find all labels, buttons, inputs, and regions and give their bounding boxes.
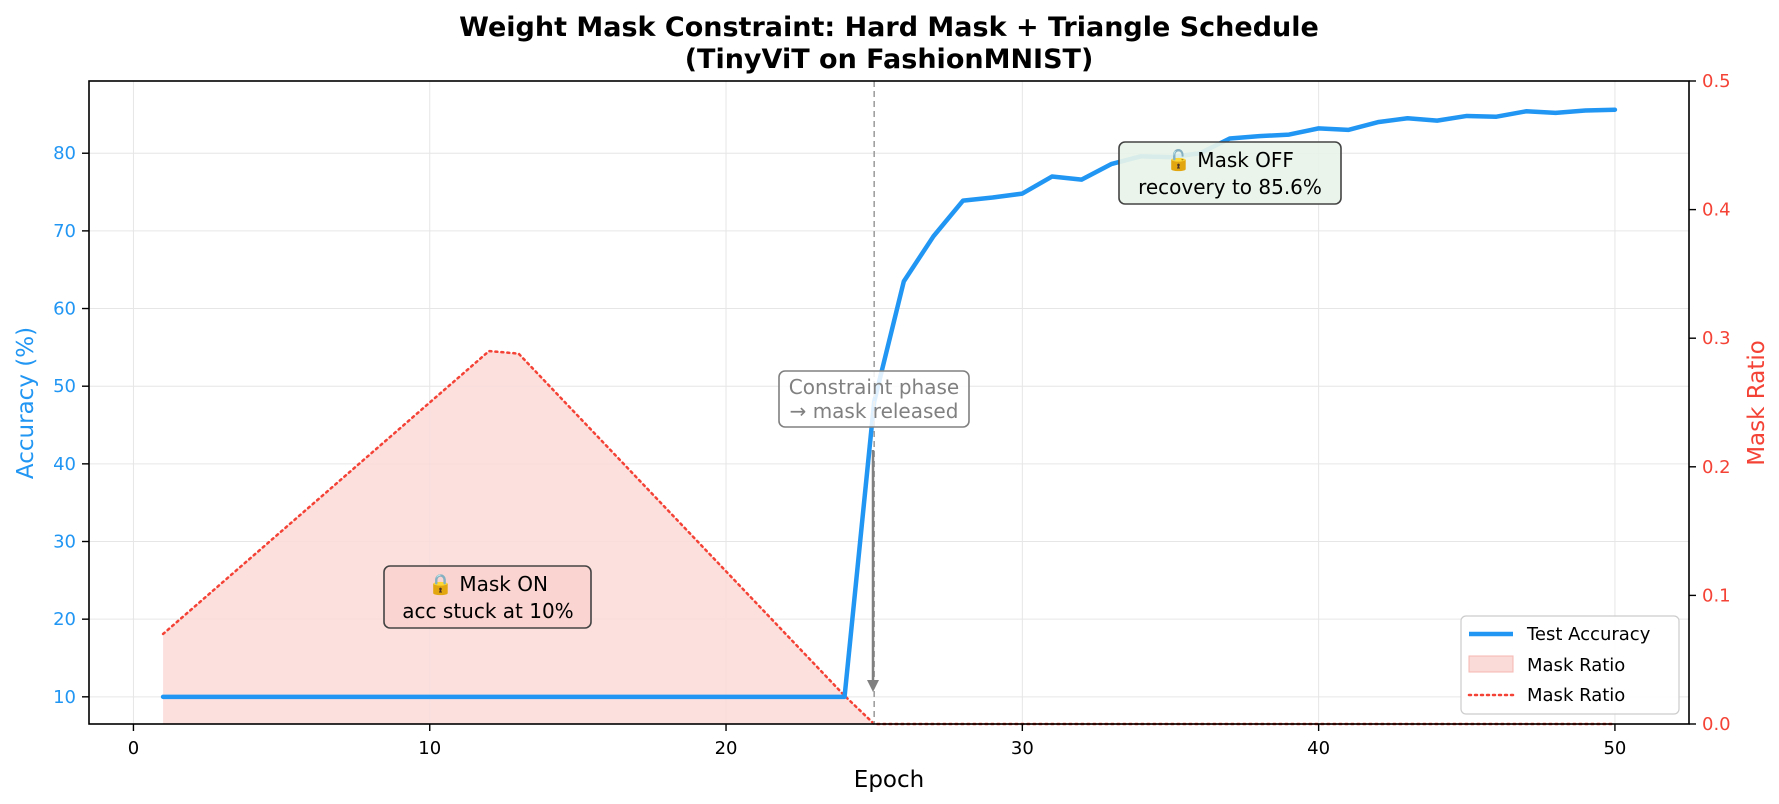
- left-axis-label: Accuracy (%): [13, 327, 39, 479]
- x-axis-ticks: 0 10 20 30 40 50: [128, 724, 1626, 759]
- legend: Test Accuracy Mask Ratio Mask Ratio: [1460, 615, 1680, 715]
- x-tick-label: 50: [1603, 738, 1626, 759]
- constraint-line2: → mask released: [790, 399, 959, 423]
- x-tick-label: 40: [1307, 738, 1330, 759]
- right-axis-label: Mask Ratio: [1744, 340, 1770, 466]
- legend-mask-fill-swatch: [1468, 655, 1514, 673]
- mask-ratio-fill: [163, 351, 1615, 724]
- x-tick-label: 0: [128, 738, 139, 759]
- plot-frame: [88, 80, 1690, 725]
- left-tick-label: 70: [53, 221, 76, 242]
- mask-on-line2: acc stuck at 10%: [402, 599, 573, 623]
- constraint-line1: Constraint phase: [789, 375, 959, 399]
- legend-mask-line-label: Mask Ratio: [1527, 685, 1625, 706]
- test-accuracy-line: [160, 107, 1618, 700]
- left-axis-ticks: 10 20 30 40 50 60 70 80: [53, 143, 89, 708]
- left-tick-label: 50: [53, 376, 76, 397]
- left-tick-label: 40: [53, 454, 76, 475]
- x-tick-label: 20: [715, 738, 738, 759]
- right-tick-label: 0.3: [1702, 328, 1731, 349]
- left-tick-label: 60: [53, 299, 76, 320]
- grid: [89, 81, 1689, 724]
- constraint-arrow: [867, 450, 879, 692]
- right-tick-label: 0.0: [1702, 714, 1731, 735]
- right-tick-label: 0.1: [1702, 585, 1731, 606]
- left-tick-label: 20: [53, 609, 76, 630]
- right-tick-label: 0.2: [1702, 457, 1731, 478]
- legend-accuracy-label: Test Accuracy: [1526, 624, 1651, 645]
- x-axis-label: Epoch: [854, 767, 924, 793]
- chart-title: Weight Mask Constraint: Hard Mask + Tria…: [459, 12, 1319, 43]
- legend-mask-fill-label: Mask Ratio: [1527, 655, 1625, 676]
- mask-off-line2: recovery to 85.6%: [1138, 175, 1322, 199]
- left-tick-label: 10: [53, 687, 76, 708]
- right-axis-ticks: 0.0 0.1 0.2 0.3 0.4 0.5: [1689, 71, 1731, 735]
- right-tick-label: 0.5: [1702, 71, 1731, 92]
- constraint-annotation: Constraint phase → mask released: [778, 370, 970, 428]
- legend-box: [1460, 615, 1680, 715]
- mask-on-annotation: 🔒 Mask ON acc stuck at 10%: [383, 565, 592, 629]
- right-tick-label: 0.4: [1702, 200, 1731, 221]
- left-tick-label: 30: [53, 532, 76, 553]
- x-tick-label: 30: [1011, 738, 1034, 759]
- mask-off-line1: 🔓 Mask OFF: [1166, 148, 1294, 172]
- chart-subtitle: (TinyViT on FashionMNIST): [685, 44, 1094, 75]
- mask-off-annotation: 🔓 Mask OFF recovery to 85.6%: [1118, 141, 1342, 205]
- mask-on-line1: 🔒 Mask ON: [428, 572, 548, 596]
- x-tick-label: 10: [418, 738, 441, 759]
- left-tick-label: 80: [53, 143, 76, 164]
